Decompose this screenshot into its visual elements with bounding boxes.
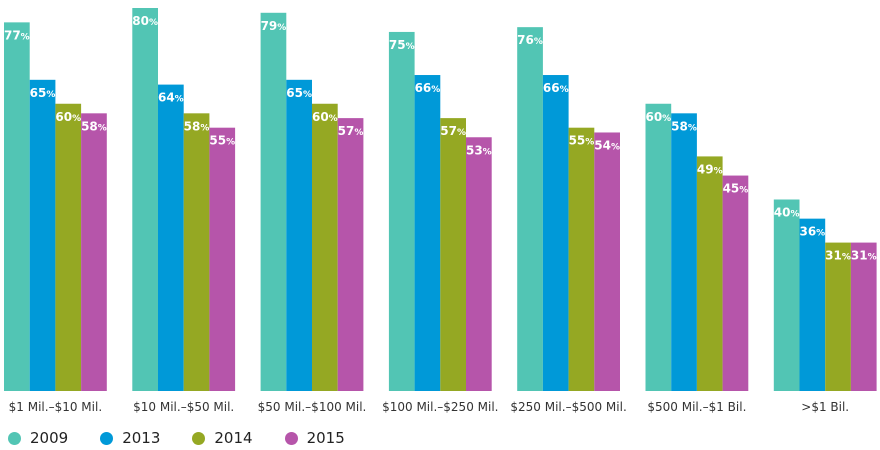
bar: [696, 156, 723, 391]
bar: [594, 132, 620, 391]
data-label: 31%: [825, 249, 851, 263]
bar: [81, 113, 107, 391]
data-label: 36%: [799, 225, 825, 239]
legend-dot-icon: [284, 431, 298, 445]
bar: [671, 113, 697, 391]
data-label: 58%: [184, 119, 210, 133]
category-label: $50 Mil.–$100 Mil.: [258, 400, 367, 414]
data-label: 55%: [569, 134, 595, 148]
category-label: $500 Mil.–$1 Bil.: [647, 400, 746, 414]
legend-label: 2009: [30, 429, 69, 447]
bar: [773, 199, 800, 391]
data-label: 65%: [286, 86, 312, 100]
legend: 2009 2013 2014 2015: [8, 429, 377, 447]
data-label: 60%: [312, 110, 338, 124]
data-label: 49%: [697, 162, 723, 176]
data-label: 60%: [55, 110, 81, 124]
bar: [4, 22, 30, 392]
legend-item: 2013: [100, 429, 160, 447]
data-label: 57%: [338, 124, 364, 138]
legend-dot-icon: [192, 431, 206, 445]
category-label: $10 Mil.–$50 Mil.: [133, 400, 234, 414]
data-label: 65%: [30, 86, 56, 100]
legend-dot-icon: [8, 431, 21, 445]
data-label: 58%: [81, 119, 107, 133]
bar: [158, 84, 184, 391]
data-label: 58%: [671, 119, 697, 133]
bar: [645, 103, 672, 391]
bar: [286, 79, 312, 391]
data-label: 76%: [517, 33, 543, 47]
legend-dot-icon: [100, 431, 114, 445]
bar: [722, 175, 749, 391]
bar: [440, 118, 466, 392]
bar: [517, 27, 543, 392]
data-label: 40%: [774, 206, 800, 220]
bar: [209, 127, 236, 391]
data-label: 64%: [158, 91, 184, 105]
legend-item: 2009: [8, 429, 68, 447]
data-label: 57%: [440, 124, 466, 138]
data-label: 54%: [594, 138, 620, 152]
bar: [183, 113, 210, 391]
bar: [132, 8, 158, 391]
legend-item: 2014: [192, 429, 253, 447]
bar: [542, 75, 569, 392]
bar: [466, 137, 492, 391]
data-label: 45%: [723, 182, 749, 196]
bar: [388, 31, 415, 391]
bar: [312, 103, 338, 391]
category-label: >$1 Bil.: [801, 400, 849, 414]
bar: [825, 242, 851, 391]
bar: [29, 79, 56, 391]
bar: [568, 127, 595, 391]
data-label: 66%: [543, 81, 569, 95]
legend-label: 2014: [214, 429, 253, 447]
category-label: $100 Mil.–$250 Mil.: [382, 400, 498, 414]
bar: [850, 242, 877, 391]
bar: [260, 12, 287, 391]
legend-item: 2015: [284, 429, 345, 447]
category-label: $1 Mil.–$10 Mil.: [9, 400, 102, 414]
data-label: 80%: [132, 14, 158, 28]
data-label: 31%: [851, 249, 877, 263]
bar: [414, 75, 441, 392]
data-label: 55%: [209, 134, 235, 148]
data-label: 79%: [261, 19, 287, 33]
data-label: 53%: [466, 143, 492, 157]
bar: [799, 218, 826, 391]
bar-chart: 77%65%60%58%$1 Mil.–$10 Mil.80%64%58%55%…: [4, 8, 877, 414]
data-label: 75%: [389, 38, 415, 52]
bar: [337, 118, 364, 392]
bar: [55, 103, 82, 391]
category-label: $250 Mil.–$500 Mil.: [510, 400, 626, 414]
data-label: 66%: [415, 81, 441, 95]
data-label: 60%: [645, 110, 671, 124]
data-label: 77%: [4, 28, 30, 42]
legend-label: 2015: [306, 429, 345, 447]
legend-label: 2013: [122, 429, 161, 447]
